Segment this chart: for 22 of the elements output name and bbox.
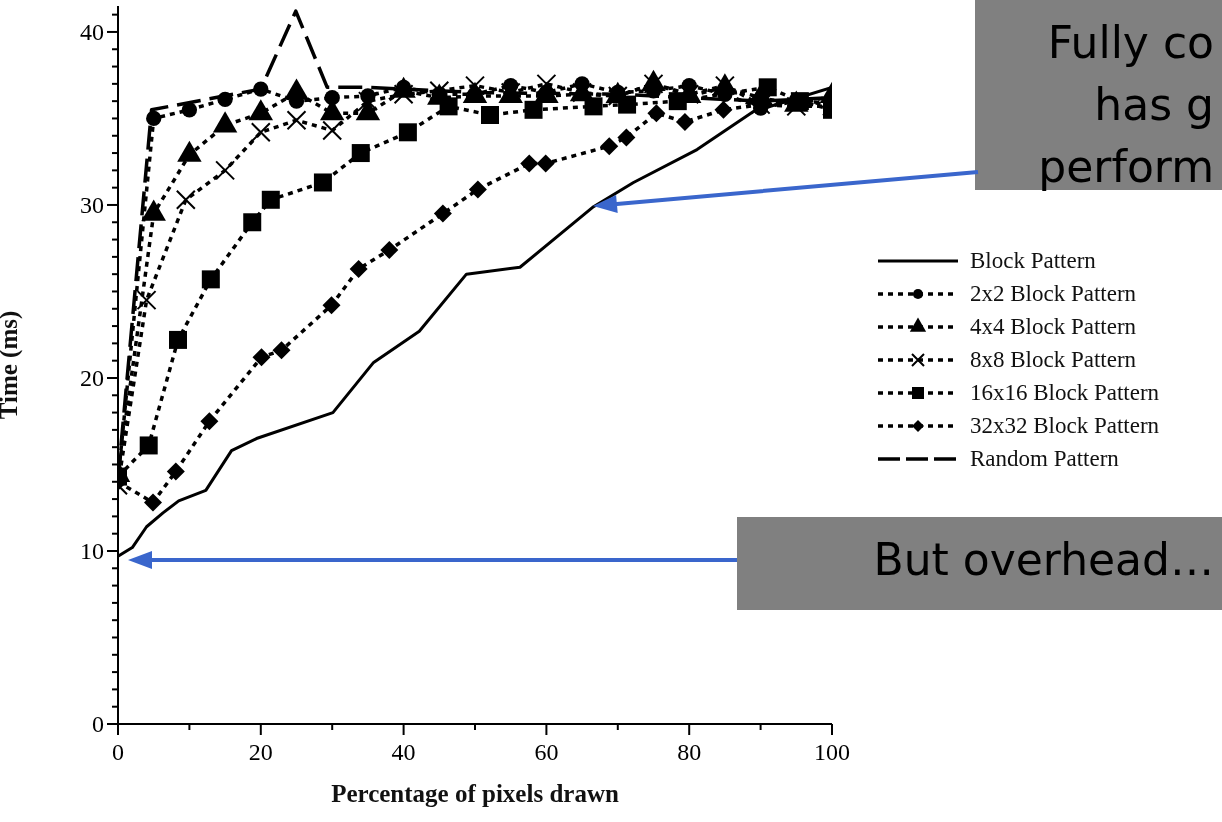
y-tick-label: 0: [92, 711, 104, 737]
x-tick-label: 80: [677, 739, 702, 765]
legend-label: 16x16 Block Pattern: [970, 379, 1160, 406]
x-tick-label: 60: [534, 739, 559, 765]
legend-label: 4x4 Block Pattern: [970, 313, 1137, 340]
text: Fully co has g perform: [1038, 17, 1214, 192]
x-tick-label: 0: [112, 739, 124, 765]
y-tick-label: 40: [80, 18, 104, 45]
y-tick-label: 10: [80, 537, 104, 564]
legend-label: Block Pattern: [970, 247, 1096, 274]
text: But overhead…: [873, 534, 1214, 585]
legend-label: 8x8 Block Pattern: [970, 346, 1137, 373]
y-tick-label: 20: [80, 364, 104, 391]
legend-label: 2x2 Block Pattern: [970, 280, 1137, 307]
x-tick-label: 20: [248, 739, 273, 765]
y-axis-title: Time (ms): [0, 310, 23, 420]
legend-label: Random Pattern: [970, 445, 1119, 472]
legend-label: 32x32 Block Pattern: [970, 412, 1160, 439]
x-axis-title: Percentage of pixels drawn: [331, 780, 619, 807]
x-tick-label: 40: [391, 739, 416, 765]
y-tick-label: 30: [80, 191, 104, 218]
x-tick-label: 100: [814, 739, 850, 765]
